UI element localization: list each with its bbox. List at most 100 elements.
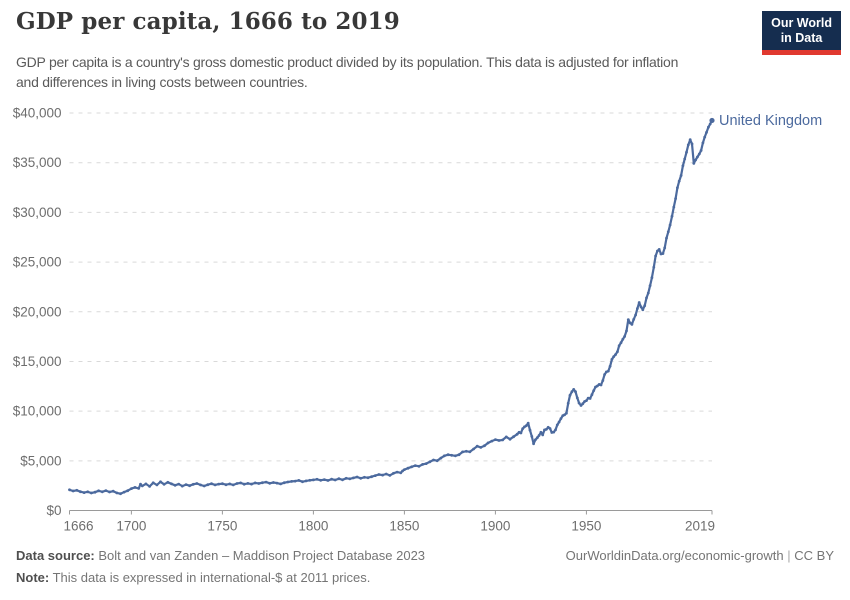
data-point xyxy=(464,449,468,453)
data-point xyxy=(606,369,610,373)
chart-subtitle: GDP per capita is a country's gross dome… xyxy=(16,52,678,92)
data-point xyxy=(686,143,690,147)
data-point xyxy=(348,477,352,481)
data-point xyxy=(253,481,257,485)
data-source-text: Bolt and van Zanden – Maddison Project D… xyxy=(98,548,426,563)
data-point xyxy=(312,478,315,482)
data-point xyxy=(297,479,301,482)
data-point xyxy=(472,447,475,451)
data-point xyxy=(439,456,443,460)
data-point xyxy=(432,458,435,462)
data-point xyxy=(261,481,264,485)
data-point xyxy=(601,379,605,382)
data-point xyxy=(384,472,388,476)
data-point xyxy=(652,265,656,269)
data-point xyxy=(443,454,446,458)
y-tick-label: $15,000 xyxy=(13,354,62,369)
data-point xyxy=(162,482,166,486)
data-point xyxy=(282,481,286,485)
data-point xyxy=(257,482,261,485)
data-point xyxy=(614,353,617,356)
data-point xyxy=(381,473,384,477)
data-point xyxy=(115,491,119,495)
data-point xyxy=(144,482,148,486)
data-point xyxy=(619,341,623,345)
data-point xyxy=(632,318,636,321)
data-point xyxy=(528,428,532,432)
data-point xyxy=(461,450,464,454)
data-point xyxy=(670,214,674,218)
data-point xyxy=(661,252,665,256)
data-point xyxy=(563,413,566,417)
data-point xyxy=(246,482,250,485)
data-point xyxy=(677,179,681,183)
data-point xyxy=(639,305,643,309)
y-tick-label: $25,000 xyxy=(13,255,62,270)
data-point xyxy=(636,307,639,310)
data-point xyxy=(621,337,625,341)
data-point xyxy=(126,489,130,493)
data-point xyxy=(585,399,588,402)
owid-logo[interactable]: Our World in Data xyxy=(762,11,841,55)
chart-canvas[interactable]: $0 $5,000 $10,000 $15,000 $20,000 $25,000 $30,… xyxy=(0,0,850,545)
data-point xyxy=(599,383,603,387)
data-point xyxy=(173,483,177,487)
data-point xyxy=(557,420,561,424)
data-point xyxy=(279,482,282,486)
data-point xyxy=(645,296,648,300)
data-point xyxy=(264,480,268,484)
data-point xyxy=(688,138,692,142)
data-point xyxy=(202,484,206,488)
data-point xyxy=(213,483,217,487)
data-point xyxy=(656,249,659,253)
data-point xyxy=(701,141,705,145)
data-point xyxy=(483,444,486,448)
data-point xyxy=(373,474,377,477)
page-title: GDP per capita, 1666 to 2019 xyxy=(16,8,400,35)
data-point xyxy=(537,434,541,437)
data-point xyxy=(579,404,583,407)
data-point xyxy=(570,390,574,394)
data-point xyxy=(623,335,626,338)
footer-license[interactable]: CC BY xyxy=(794,548,834,563)
data-point xyxy=(82,491,86,494)
data-point xyxy=(231,483,235,487)
footer-url[interactable]: OurWorldinData.org/economic-growth xyxy=(565,548,784,563)
data-point xyxy=(290,480,293,483)
data-point xyxy=(648,284,652,287)
x-tick-label: 2019 xyxy=(685,519,715,534)
data-point xyxy=(541,433,545,437)
y-tick-label: $0 xyxy=(46,503,61,518)
data-point xyxy=(657,248,661,251)
x-tick-label: 1900 xyxy=(480,519,510,534)
data-point xyxy=(683,157,687,161)
data-point xyxy=(344,476,348,480)
footer-link[interactable]: OurWorldinData.org/economic-growth | CC … xyxy=(566,548,834,563)
data-point xyxy=(612,355,616,358)
data-point xyxy=(699,149,703,152)
footer-separator: | xyxy=(787,548,791,563)
data-point xyxy=(100,490,104,494)
data-point xyxy=(410,465,414,469)
data-point xyxy=(450,453,454,457)
owid-logo-line-1: Our World xyxy=(771,16,832,30)
y-tick-label: $20,000 xyxy=(13,304,62,319)
data-point xyxy=(133,486,137,489)
data-point xyxy=(555,423,559,427)
x-tick-label: 1850 xyxy=(389,519,419,534)
y-tick-label: $40,000 xyxy=(13,106,62,121)
data-point xyxy=(519,431,523,435)
data-point xyxy=(504,435,508,439)
x-tick-label: 1700 xyxy=(116,519,146,534)
data-point xyxy=(637,301,641,304)
data-point xyxy=(646,291,650,295)
series-end-label[interactable]: United Kingdom xyxy=(719,113,822,129)
data-point xyxy=(548,427,552,430)
data-point xyxy=(301,480,304,484)
note-text: This data is expressed in international-… xyxy=(52,570,371,585)
data-point xyxy=(75,488,79,492)
series-line[interactable] xyxy=(68,119,714,495)
data-point xyxy=(554,428,557,432)
data-point xyxy=(676,186,679,190)
data-point xyxy=(435,459,439,463)
